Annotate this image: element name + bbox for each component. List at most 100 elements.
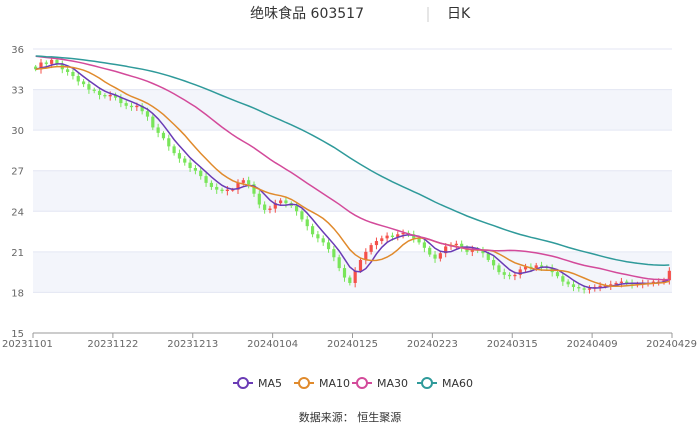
candle-body: [625, 281, 629, 283]
moving-average-lines: [35, 55, 670, 289]
legend-item-ma30[interactable]: MA30: [352, 377, 408, 390]
candle-body: [316, 234, 320, 239]
candle-body: [353, 270, 357, 283]
legend-item-ma5[interactable]: MA5: [233, 377, 282, 390]
candle-body: [204, 176, 208, 183]
candle-body: [497, 265, 501, 273]
grid-band: [33, 170, 672, 212]
x-tick-label: 20240315: [487, 339, 538, 350]
candle-body: [539, 265, 544, 267]
y-tick-label: 21: [11, 248, 24, 259]
legend-marker: [298, 377, 310, 389]
candle-body: [577, 287, 581, 289]
candle-body: [151, 116, 155, 128]
candle-body: [263, 204, 267, 210]
candle-body: [44, 62, 48, 64]
legend-label: MA5: [258, 377, 282, 390]
candle-body: [667, 270, 671, 281]
candle-body: [172, 146, 176, 154]
candle-body: [326, 242, 331, 250]
candle-body: [76, 76, 80, 82]
candle-body: [145, 111, 150, 117]
candle-body: [364, 251, 368, 260]
candle-body: [614, 282, 618, 285]
candle-body: [167, 138, 171, 147]
candle-body: [385, 235, 389, 239]
y-tick-label: 30: [11, 126, 24, 137]
candle-body: [284, 200, 288, 204]
candle-body: [305, 219, 309, 227]
y-tick-label: 18: [11, 288, 24, 299]
legend-marker: [237, 377, 249, 389]
ma60-line: [35, 55, 670, 266]
candle-body: [183, 158, 187, 163]
candle-body: [97, 90, 102, 95]
legend-label: MA30: [377, 377, 408, 390]
candle-body: [438, 253, 442, 259]
candle-body: [401, 232, 405, 235]
candle-body: [523, 266, 528, 270]
candle-body: [140, 105, 144, 112]
candle-body: [87, 84, 91, 90]
grid-band: [33, 251, 672, 293]
candle-body: [34, 66, 38, 70]
candle-body: [428, 247, 432, 255]
candle-body: [103, 94, 107, 97]
candle-body: [209, 182, 213, 187]
candle-body: [396, 234, 400, 237]
plot-background: [33, 48, 672, 334]
legend-label: MA10: [319, 377, 350, 390]
candle-body: [412, 234, 416, 239]
candle-body: [481, 250, 485, 254]
candle-body: [555, 272, 560, 277]
candle-body: [390, 235, 395, 237]
legend-item-ma60[interactable]: MA60: [417, 377, 473, 390]
candle-body: [513, 274, 517, 277]
x-tick-label: 20240104: [247, 339, 298, 350]
candle-body: [582, 288, 586, 290]
candle-body: [587, 288, 592, 290]
candle-body: [66, 69, 70, 72]
legend-item-ma10[interactable]: MA10: [294, 377, 350, 390]
candle-body: [50, 59, 54, 64]
y-tick-label: 15: [11, 329, 24, 340]
candle-body: [374, 241, 379, 246]
candle-body: [113, 94, 118, 98]
x-tick-label: 20240223: [407, 339, 458, 350]
candle-body: [119, 97, 123, 104]
candle-body: [603, 285, 608, 287]
source-note: 数据来源： 恒生聚源: [299, 410, 402, 424]
legend-label: MA60: [442, 377, 473, 390]
chart-header: 绝味食品 603517 日K: [250, 5, 471, 22]
x-tick-label: 20240429: [646, 339, 697, 350]
grid-band: [33, 89, 672, 131]
y-axis-ticks: 15 18 21 24 27 30 33 36: [11, 45, 24, 340]
x-tick-label: 20231213: [167, 339, 218, 350]
chart-legend[interactable]: MA5 MA10 MA30 MA60: [233, 377, 473, 390]
candle-body: [81, 81, 86, 85]
candle-body: [358, 259, 363, 271]
candle-body: [135, 105, 139, 108]
candle-body: [273, 203, 277, 209]
candle-body: [71, 71, 75, 77]
candle-body: [486, 253, 490, 260]
candle-body: [215, 186, 219, 190]
y-tick-label: 33: [11, 86, 24, 97]
candle-body: [348, 277, 352, 283]
x-tick-label: 20231101: [2, 339, 53, 350]
candle-body: [294, 205, 299, 212]
candle-body: [247, 180, 251, 185]
candle-body: [310, 226, 315, 235]
candle-body: [129, 105, 134, 108]
x-tick-label: 20240409: [567, 339, 618, 350]
candle-body: [460, 243, 464, 248]
x-tick-label: 20240125: [327, 339, 378, 350]
candle-body: [332, 249, 336, 258]
legend-marker: [421, 377, 433, 389]
candle-body: [651, 281, 655, 283]
candle-body: [444, 246, 448, 254]
candle-body: [662, 280, 666, 282]
candle-body: [566, 281, 570, 285]
candle-body: [454, 243, 458, 246]
